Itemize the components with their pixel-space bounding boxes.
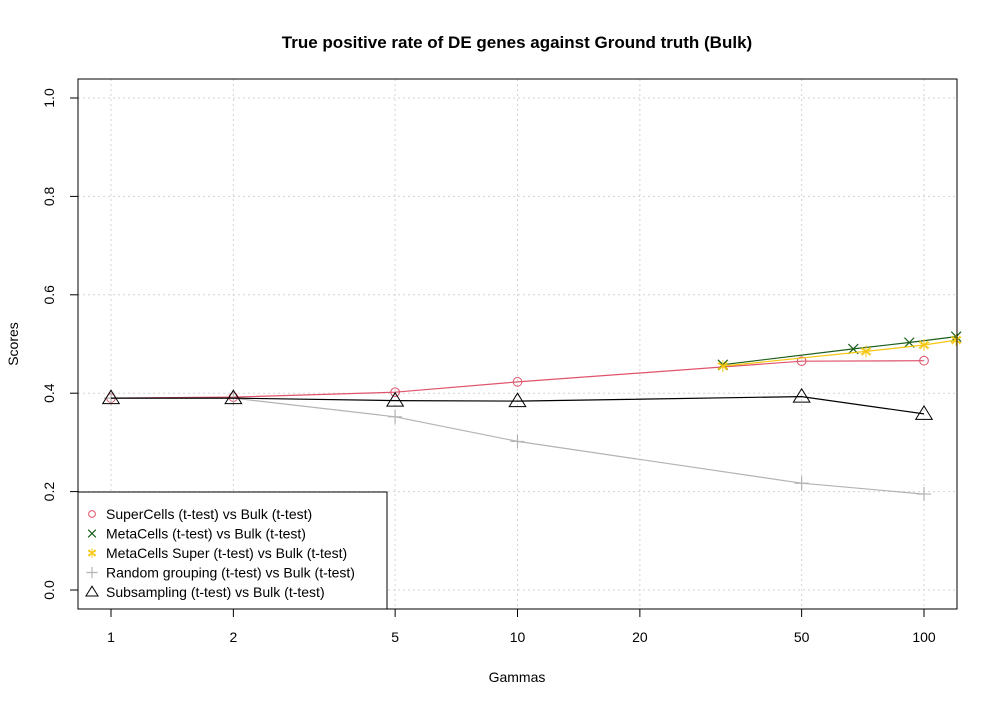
data-point bbox=[224, 389, 243, 405]
data-point bbox=[860, 345, 872, 358]
legend-label: Subsampling (t-test) vs Bulk (t-test) bbox=[106, 584, 325, 600]
y-tick-label: 0.8 bbox=[41, 186, 57, 206]
legend: SuperCells (t-test) vs Bulk (t-test) Meta… bbox=[77, 491, 388, 610]
data-point bbox=[919, 355, 929, 366]
data-point bbox=[794, 476, 809, 491]
legend-item: MetaCells (t-test) vs Bulk (t-test) bbox=[87, 526, 306, 542]
x-axis: 1 2 5 10 20 50 100 bbox=[107, 609, 936, 645]
x-tick-label: 1 bbox=[107, 629, 115, 645]
series-5 bbox=[101, 387, 934, 420]
legend-label: MetaCells Super (t-test) vs Bulk (t-test… bbox=[106, 545, 347, 561]
legend-item: Subsampling (t-test) vs Bulk (t-test) bbox=[85, 584, 325, 600]
data-point bbox=[918, 339, 930, 351]
data-point bbox=[717, 360, 729, 373]
legend-item: MetaCells Super (t-test) vs Bulk (t-test… bbox=[87, 545, 347, 561]
y-tick-label: 0.0 bbox=[41, 580, 57, 600]
x-tick-label: 100 bbox=[912, 629, 936, 645]
y-axis: 0.0 0.2 0.4 0.6 0.8 1.0 bbox=[41, 88, 78, 600]
data-point bbox=[101, 389, 121, 405]
y-axis-label: Scores bbox=[5, 322, 21, 366]
y-tick-label: 0.6 bbox=[41, 285, 57, 305]
y-tick-label: 0.4 bbox=[41, 383, 57, 403]
series-line bbox=[722, 336, 957, 366]
series-line bbox=[111, 395, 925, 415]
x-tick-label: 5 bbox=[391, 629, 399, 645]
legend-item: SuperCells (t-test) vs Bulk (t-test) bbox=[88, 506, 312, 522]
x-tick-label: 10 bbox=[510, 629, 526, 645]
legend-marker bbox=[87, 548, 97, 558]
legend-marker bbox=[87, 529, 97, 538]
legend-marker bbox=[85, 585, 99, 597]
data-point bbox=[508, 392, 527, 408]
y-tick-label: 1.0 bbox=[41, 88, 57, 108]
x-axis-label: Gammas bbox=[489, 669, 546, 685]
data-point bbox=[512, 377, 523, 387]
legend-box bbox=[77, 491, 388, 610]
series-line bbox=[722, 339, 957, 367]
data-point bbox=[950, 334, 962, 347]
legend-marker bbox=[88, 510, 96, 518]
series-line bbox=[110, 360, 925, 399]
legend-label: SuperCells (t-test) vs Bulk (t-test) bbox=[106, 506, 312, 522]
chart-title: True positive rate of DE genes against G… bbox=[282, 33, 752, 52]
y-tick-label: 0.2 bbox=[41, 482, 57, 502]
data-point bbox=[792, 387, 811, 403]
data-point bbox=[388, 409, 403, 424]
series-layer bbox=[101, 331, 962, 502]
x-tick-label: 2 bbox=[229, 629, 237, 645]
data-point bbox=[914, 405, 934, 420]
series-2 bbox=[717, 331, 962, 370]
legend-label: Random grouping (t-test) vs Bulk (t-test… bbox=[106, 565, 355, 581]
legend-item: Random grouping (t-test) vs Bulk (t-test… bbox=[86, 565, 355, 581]
data-point bbox=[510, 434, 525, 449]
series-3 bbox=[717, 334, 962, 373]
data-point bbox=[796, 356, 807, 367]
data-point bbox=[385, 391, 405, 407]
x-tick-label: 50 bbox=[794, 629, 810, 645]
data-point bbox=[390, 387, 400, 398]
legend-marker bbox=[86, 567, 98, 578]
legend-label: MetaCells (t-test) vs Bulk (t-test) bbox=[106, 526, 306, 542]
data-point bbox=[917, 487, 931, 502]
x-tick-label: 20 bbox=[632, 629, 648, 645]
